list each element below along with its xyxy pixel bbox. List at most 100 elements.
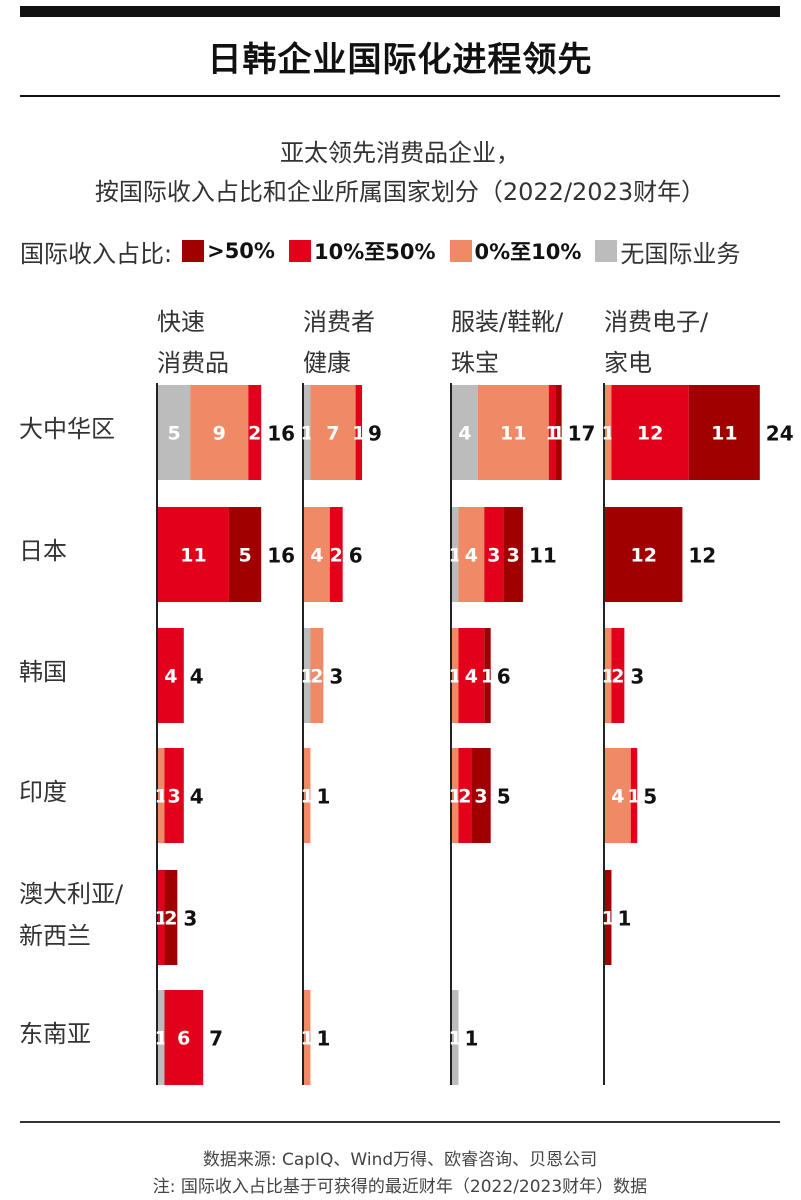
- source-note: 数据来源: CapIQ、Wind万得、欧睿咨询、贝恩公司: [202, 1150, 598, 1170]
- bar-2-3-seg-1: [605, 628, 612, 723]
- seg-label-2-0-2: 4: [164, 666, 177, 688]
- bar-3-3-seg-2: [630, 748, 638, 843]
- panel-header-2-line-0: 服装/鞋靴/: [451, 308, 564, 336]
- bar-5-2-seg-0: [452, 990, 459, 1085]
- bar-1-2-seg-1: [458, 507, 485, 602]
- seg-label-0-2-1: 11: [500, 423, 526, 445]
- seg-label-0-1-2: 1: [352, 423, 365, 445]
- seg-label-3-3-2: 1: [627, 786, 640, 808]
- seg-label-3-1-1: 1: [301, 786, 314, 808]
- bar-0-2-seg-0: [452, 385, 478, 480]
- seg-label-1-0-3: 5: [238, 545, 251, 567]
- seg-label-2-2-3: 1: [481, 666, 494, 688]
- title-rule: [20, 95, 780, 97]
- bar-2-2-seg-3: [484, 628, 491, 723]
- bar-0-3-seg-2: [611, 385, 689, 480]
- legend-item-0-10: 0%至10%: [449, 236, 581, 266]
- panel-header-3-line-0: 消费电子/: [604, 308, 709, 336]
- row-label-1-line-0: 日本: [19, 537, 67, 565]
- total-label-2-2: 6: [497, 665, 511, 689]
- bar-3-2-seg-1: [452, 748, 459, 843]
- bar-0-1-seg-0: [304, 385, 311, 480]
- panel-header-1-line-1: 健康: [303, 349, 351, 377]
- bar-1-0-seg-3: [228, 507, 262, 602]
- legend-label-over-50: >50%: [207, 239, 275, 263]
- seg-label-5-0-2: 6: [177, 1028, 190, 1050]
- total-label-3-3: 5: [643, 785, 657, 809]
- bar-2-3-seg-2: [611, 628, 625, 723]
- total-label-0-0: 16: [267, 422, 295, 446]
- total-label-5-1: 1: [316, 1027, 330, 1051]
- seg-label-2-3-2: 2: [611, 666, 624, 688]
- page-title: 日韩企业国际化进程领先: [207, 40, 593, 80]
- seg-label-1-1-1: 4: [310, 545, 323, 567]
- seg-label-0-1-1: 7: [326, 423, 339, 445]
- panel-header-1-line-0: 消费者: [303, 308, 375, 336]
- bar-2-1-seg-0: [304, 628, 311, 723]
- bottom-rule: [20, 1121, 780, 1123]
- bar-3-2-seg-3: [471, 748, 491, 843]
- bar-2-2-seg-2: [458, 628, 485, 723]
- seg-label-5-1-1: 1: [301, 1028, 314, 1050]
- seg-label-1-0-2: 11: [180, 545, 206, 567]
- bar-5-0-seg-2: [164, 990, 204, 1085]
- bar-0-3-seg-3: [688, 385, 760, 480]
- subtitle-line-1: 亚太领先消费品企业，: [280, 139, 520, 167]
- seg-label-0-2-3: 1: [552, 423, 565, 445]
- bar-5-0-seg-0: [158, 990, 165, 1085]
- bar-0-2-seg-2: [548, 385, 556, 480]
- bar-2-1-seg-1: [310, 628, 324, 723]
- subtitle-line-2: 按国际收入占比和企业所属国家划分（2022/2023财年）: [94, 178, 706, 206]
- bar-3-0-seg-1: [158, 748, 165, 843]
- seg-label-3-0-2: 3: [168, 786, 181, 808]
- bar-3-2-seg-2: [458, 748, 472, 843]
- panel-header-3-line-1: 家电: [604, 349, 652, 377]
- legend-label-none: 无国际业务: [620, 239, 741, 268]
- total-label-0-3: 24: [766, 422, 794, 446]
- bar-0-2-seg-3: [555, 385, 562, 480]
- total-label-3-1: 1: [316, 785, 330, 809]
- seg-label-5-2-0: 1: [449, 1028, 462, 1050]
- legend-label-10-50: 10%至50%: [313, 240, 436, 264]
- total-label-5-2: 1: [464, 1027, 478, 1051]
- bar-0-2-seg-1: [477, 385, 549, 480]
- total-label-2-3: 3: [630, 665, 644, 689]
- row-label-5-line-0: 东南亚: [19, 1020, 91, 1048]
- total-label-5-0: 7: [209, 1027, 223, 1051]
- total-label-1-2: 11: [529, 544, 557, 568]
- top-rule: [20, 6, 780, 17]
- total-label-1-1: 6: [349, 544, 363, 568]
- bar-1-3-seg-3: [605, 507, 683, 602]
- bar-1-0-seg-2: [158, 507, 229, 602]
- bar-0-0-seg-0: [158, 385, 191, 480]
- footnote: 注: 国际收入占比基于可获得的最近财年（2022/2023财年）数据: [152, 1177, 648, 1197]
- bar-2-0-seg-2: [158, 628, 184, 723]
- row-label-2-line-0: 韩国: [19, 658, 67, 686]
- bar-0-3-seg-1: [605, 385, 612, 480]
- legend-swatch-0-10: [449, 240, 472, 262]
- total-label-2-1: 3: [329, 665, 343, 689]
- seg-label-0-3-3: 11: [711, 423, 737, 445]
- bar-2-2-seg-1: [452, 628, 459, 723]
- legend-item-none: 无国际业务: [595, 234, 740, 269]
- seg-label-0-0-0: 5: [168, 423, 181, 445]
- legend-swatch-over-50: [182, 240, 205, 262]
- bar-4-0-seg-3: [164, 870, 178, 965]
- legend-item-10-50: 10%至50%: [288, 236, 436, 266]
- seg-label-3-2-2: 2: [458, 786, 471, 808]
- bar-0-1-seg-2: [355, 385, 363, 480]
- row-label-4-line-1: 新西兰: [19, 922, 91, 950]
- seg-label-3-2-3: 3: [474, 786, 487, 808]
- seg-label-0-0-1: 9: [213, 423, 226, 445]
- row-label-4-line-0: 澳大利亚/: [19, 880, 124, 908]
- legend-title: 国际收入占比:: [20, 239, 173, 268]
- row-label-0-line-0: 大中华区: [19, 415, 115, 443]
- seg-label-0-2-0: 4: [458, 423, 471, 445]
- seg-label-2-1-1: 2: [310, 666, 323, 688]
- seg-label-1-2-2: 3: [487, 545, 500, 567]
- panel-header-0-line-1: 消费品: [157, 349, 229, 377]
- bar-0-0-seg-2: [248, 385, 262, 480]
- seg-label-3-3-1: 4: [611, 786, 624, 808]
- bar-4-3-seg-3: [605, 870, 612, 965]
